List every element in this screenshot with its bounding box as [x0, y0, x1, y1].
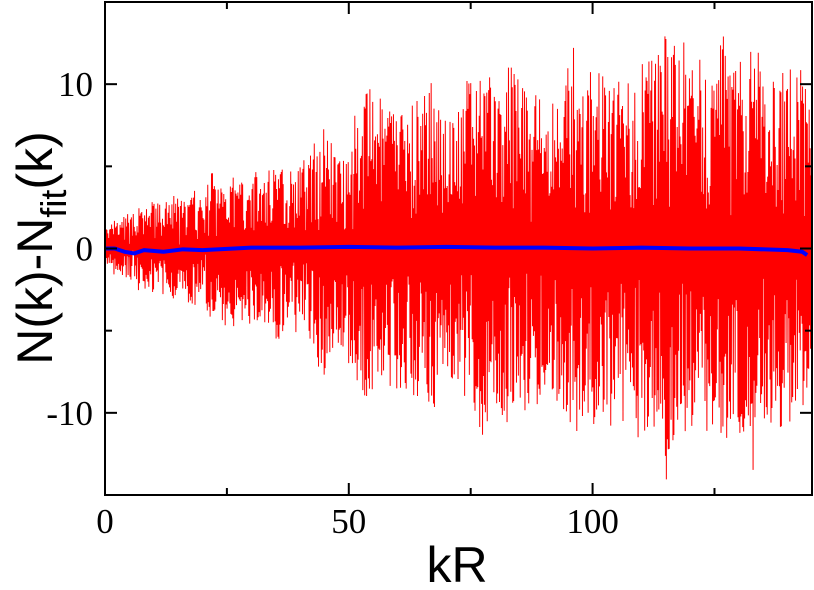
- x-tick-label: 50: [331, 502, 366, 541]
- y-axis-label-sub: fit: [33, 190, 74, 218]
- tick-labels-group: 0 50 100 -10 0 10: [46, 65, 618, 541]
- y-axis-label-tail: (k): [7, 131, 63, 189]
- y-axis-label-main: N(k)-N: [7, 218, 63, 365]
- ticks-group: [104, 2, 812, 495]
- red-series-line: [105, 36, 812, 480]
- x-axis-label: kR: [426, 537, 487, 590]
- y-tick-label: 10: [58, 65, 93, 104]
- x-tick-label: 100: [566, 502, 619, 541]
- y-axis-label: N(k)-Nfit(k): [7, 131, 74, 365]
- blue-series-line: [105, 244, 809, 257]
- y-tick-label: -10: [46, 394, 93, 433]
- y-tick-label: 0: [76, 230, 94, 269]
- x-tick-label: 0: [96, 502, 114, 541]
- red-series-group: [105, 36, 812, 480]
- blue-series-group: [105, 244, 809, 257]
